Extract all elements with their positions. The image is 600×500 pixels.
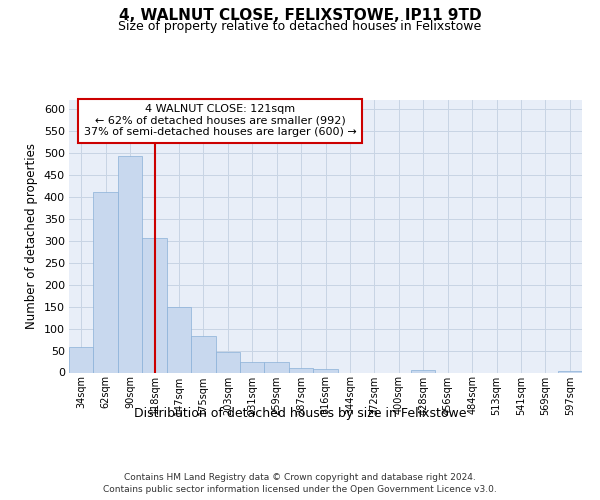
Bar — [313, 369, 338, 372]
Bar — [215, 352, 240, 372]
Y-axis label: Number of detached properties: Number of detached properties — [25, 143, 38, 329]
Bar — [191, 336, 215, 372]
Text: Contains public sector information licensed under the Open Government Licence v3: Contains public sector information licen… — [103, 485, 497, 494]
Text: Distribution of detached houses by size in Felixstowe: Distribution of detached houses by size … — [134, 408, 466, 420]
Bar — [411, 370, 436, 372]
Bar — [69, 347, 94, 372]
Text: Size of property relative to detached houses in Felixstowe: Size of property relative to detached ho… — [118, 20, 482, 33]
Text: 4 WALNUT CLOSE: 121sqm
← 62% of detached houses are smaller (992)
37% of semi-de: 4 WALNUT CLOSE: 121sqm ← 62% of detached… — [84, 104, 357, 138]
Bar — [167, 306, 191, 372]
Bar — [142, 238, 167, 372]
Text: 4, WALNUT CLOSE, FELIXSTOWE, IP11 9TD: 4, WALNUT CLOSE, FELIXSTOWE, IP11 9TD — [119, 8, 481, 22]
Text: Contains HM Land Registry data © Crown copyright and database right 2024.: Contains HM Land Registry data © Crown c… — [124, 472, 476, 482]
Bar — [94, 192, 118, 372]
Bar — [265, 362, 289, 372]
Bar — [118, 156, 142, 372]
Bar — [557, 370, 582, 372]
Bar — [289, 368, 313, 372]
Bar — [240, 362, 265, 372]
